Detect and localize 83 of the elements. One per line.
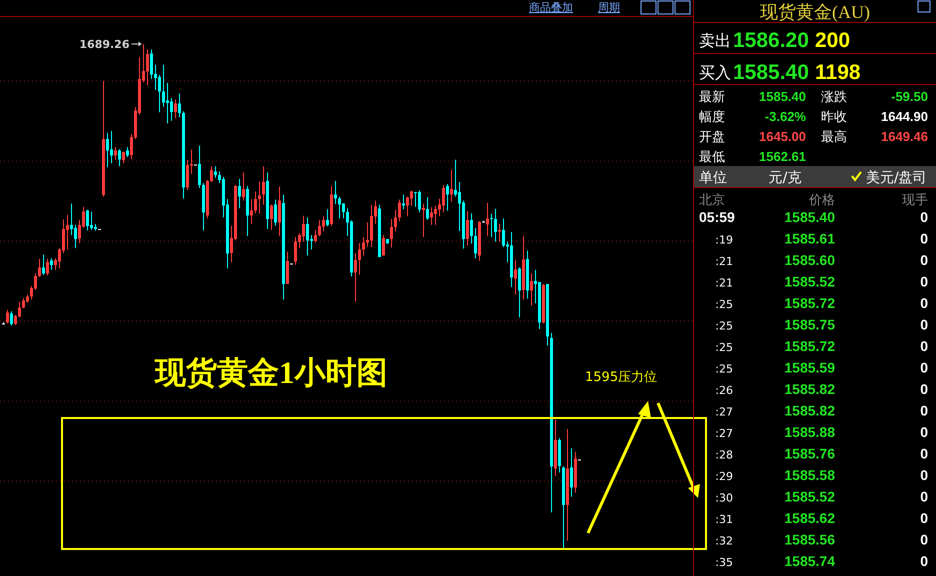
- text: 幅度: [699, 109, 725, 125]
- text: 0: [920, 510, 928, 526]
- text: 1585.72: [784, 295, 836, 311]
- text: 1585.58: [784, 467, 836, 483]
- text: :25: [715, 298, 733, 311]
- annotation: 1689.26: [79, 38, 130, 51]
- text: 元/克: [768, 170, 802, 186]
- text: :26: [715, 384, 733, 397]
- text: 1585.72: [784, 338, 836, 354]
- text: :19: [715, 234, 733, 246]
- text: 1585.56: [784, 532, 836, 548]
- text: 美元/盘司: [866, 170, 927, 186]
- text: 现手: [902, 193, 928, 208]
- text: 1585.60: [784, 252, 836, 268]
- text: 卖出: [699, 31, 731, 50]
- text: :35: [715, 556, 733, 569]
- text: :27: [715, 427, 733, 440]
- text: :21: [715, 255, 733, 268]
- text: 1585.40: [733, 61, 809, 84]
- text: 0: [920, 488, 928, 504]
- text: :25: [715, 320, 733, 332]
- text: 200: [815, 29, 850, 52]
- annotation: 现货黄金1小时图: [154, 355, 388, 390]
- text: -3.62%: [764, 109, 806, 124]
- text: 1198: [815, 61, 861, 84]
- text: 0: [920, 338, 928, 354]
- text: 1585.52: [784, 488, 836, 504]
- text: 1649.46: [881, 129, 928, 144]
- text: 开盘: [699, 130, 725, 145]
- text: 商品叠加: [529, 1, 573, 14]
- text: 0: [920, 467, 928, 483]
- text: 昨收: [821, 110, 847, 125]
- text: 0: [920, 209, 928, 225]
- text: 1585.61: [784, 230, 836, 246]
- text: 1585.62: [784, 510, 836, 526]
- text: 0: [920, 553, 928, 569]
- text: 周期: [598, 1, 620, 14]
- text: 1595压力位: [585, 370, 658, 385]
- text: :27: [715, 406, 733, 418]
- text: 1585.76: [784, 446, 836, 462]
- text: 1586.20: [733, 29, 809, 52]
- text: 现货黄金(AU): [760, 2, 870, 22]
- text: 最高: [821, 129, 847, 145]
- text: 0: [920, 360, 928, 376]
- text: :21: [715, 276, 733, 290]
- text: 0: [920, 295, 928, 311]
- text: :28: [715, 448, 733, 462]
- text: 1585.75: [784, 316, 836, 332]
- text: 05:59: [699, 209, 736, 225]
- text: 0: [920, 402, 928, 418]
- text: 0: [920, 381, 928, 397]
- text: 买入: [699, 63, 731, 82]
- text: 涨跌: [821, 90, 847, 105]
- text: 最新: [699, 90, 725, 105]
- text: 0: [920, 532, 928, 548]
- text: 0: [920, 252, 928, 268]
- text: -59.50: [891, 89, 928, 104]
- text: 1585.88: [784, 424, 836, 440]
- text: 1585.52: [784, 274, 836, 290]
- text: 最低: [699, 150, 725, 165]
- text: 1585.40: [759, 89, 806, 104]
- text: 1585.59: [784, 360, 836, 376]
- text: 单位: [699, 170, 727, 186]
- text: :25: [715, 362, 733, 376]
- text: 北京: [699, 193, 725, 208]
- text: 1585.40: [784, 209, 836, 225]
- text: 0: [920, 446, 928, 462]
- text: :29: [715, 470, 733, 483]
- text: :32: [715, 534, 733, 548]
- text: 价格: [808, 193, 835, 208]
- text: 0: [920, 424, 928, 440]
- text: :25: [715, 341, 733, 354]
- text: 1645.00: [759, 129, 806, 144]
- text: 1585.74: [784, 553, 836, 569]
- text: 1644.90: [881, 109, 928, 124]
- text: 0: [920, 274, 928, 290]
- text: 1585.82: [784, 402, 836, 418]
- text: :30: [715, 492, 733, 504]
- text: 0: [920, 316, 928, 332]
- text: 1562.61: [759, 149, 806, 164]
- text: :31: [715, 513, 733, 526]
- text: 0: [920, 230, 928, 246]
- text: 1585.82: [784, 381, 836, 397]
